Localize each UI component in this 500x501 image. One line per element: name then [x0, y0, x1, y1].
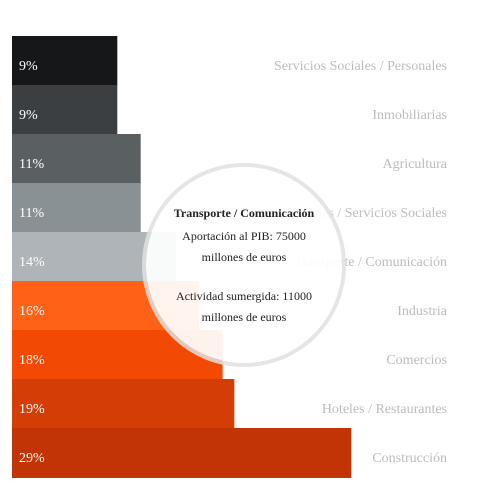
tooltip-line-3: Actividad sumergida: 11000 — [176, 288, 312, 303]
tooltip-title: Transporte / Comunicación — [173, 205, 315, 220]
bar-8[interactable] — [12, 379, 235, 429]
bar-value-label-9: 29% — [19, 451, 45, 466]
tooltip: Transporte / Comunicación Aportación al … — [146, 167, 342, 363]
bar-value-label-6: 16% — [19, 304, 45, 319]
bar-9[interactable] — [12, 428, 352, 478]
bar-value-label-1: 9% — [19, 59, 38, 74]
bar-value-label-8: 19% — [19, 402, 45, 417]
category-label-1: Servicios Sociales / Personales — [274, 59, 447, 74]
tooltip-line-4: millones de euros — [201, 309, 287, 324]
bar-value-label-4: 11% — [19, 206, 44, 221]
bar-value-label-7: 18% — [19, 353, 45, 368]
bar-2[interactable] — [12, 85, 118, 135]
bar-value-label-2: 9% — [19, 108, 38, 123]
bar-3[interactable] — [12, 134, 141, 184]
bar-value-label-3: 11% — [19, 157, 44, 172]
tooltip-line-2: millones de euros — [201, 249, 287, 264]
category-label-2: Inmobiliarias — [372, 108, 447, 123]
category-label-9: Construcción — [372, 451, 447, 466]
bar-1[interactable] — [12, 36, 118, 86]
bar-4[interactable] — [12, 183, 141, 233]
category-label-3: Agricultura — [382, 157, 447, 172]
category-label-8: Hoteles / Restaurantes — [322, 402, 447, 417]
category-label-6: Industria — [397, 304, 448, 319]
tooltip-line-1: Aportación al PIB: 75000 — [182, 228, 306, 243]
category-label-7: Comercios — [386, 353, 447, 368]
bar-value-label-5: 14% — [19, 255, 45, 270]
